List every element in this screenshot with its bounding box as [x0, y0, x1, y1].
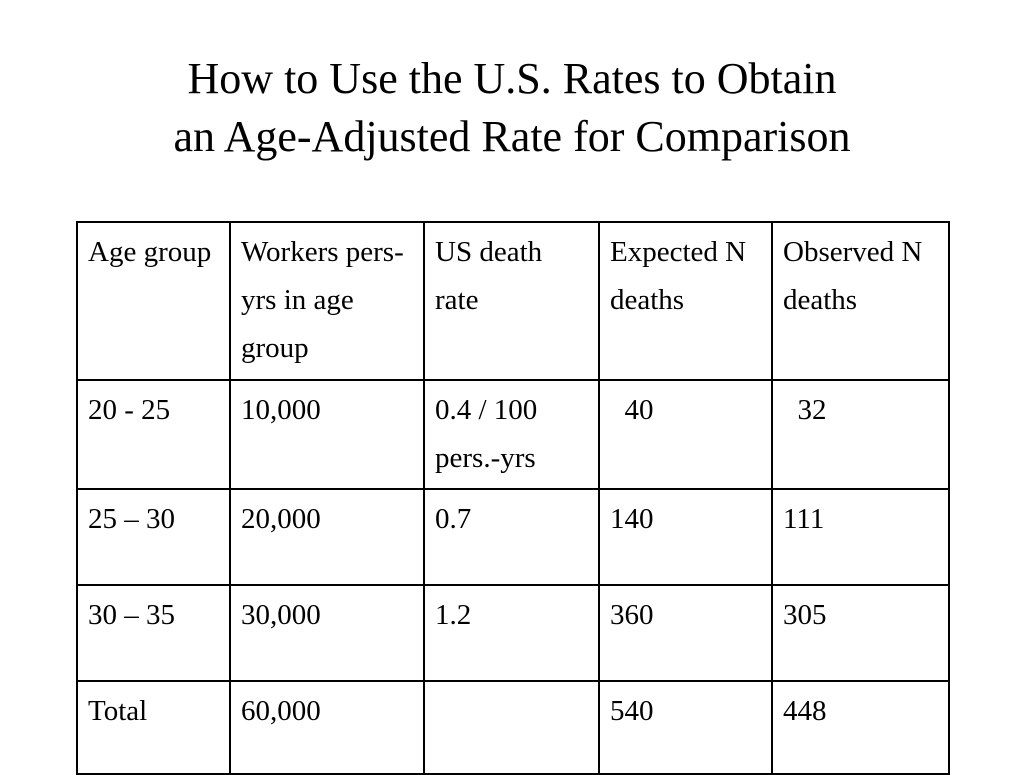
slide-title: How to Use the U.S. Rates to Obtain an A… [0, 50, 1024, 166]
cell-expected-deaths: 360 [598, 584, 773, 682]
cell-us-death-rate: 1.2 [423, 584, 600, 682]
table-row: 25 – 30 20,000 0.7 140 111 [76, 488, 950, 586]
slide-title-line-1: How to Use the U.S. Rates to Obtain [187, 54, 837, 103]
cell-workers-pers-yrs: 30,000 [229, 584, 425, 682]
cell-workers-pers-yrs: 10,000 [229, 379, 425, 490]
cell-us-death-rate: 0.7 [423, 488, 600, 586]
cell-expected-deaths: 140 [598, 488, 773, 586]
header-workers-pers-yrs: Workers pers-yrs in age group [229, 221, 425, 381]
cell-observed-deaths: 448 [771, 680, 950, 775]
header-expected-deaths: Expected N deaths [598, 221, 773, 381]
cell-age-group: 20 - 25 [76, 379, 231, 490]
cell-workers-pers-yrs: 20,000 [229, 488, 425, 586]
table-row: 20 - 25 10,000 0.4 / 100 pers.-yrs 40 32 [76, 379, 950, 490]
header-age-group: Age group [76, 221, 231, 381]
table-total-row: Total 60,000 540 448 [76, 680, 950, 775]
slide-title-line-2: an Age-Adjusted Rate for Comparison [173, 112, 851, 161]
cell-workers-pers-yrs: 60,000 [229, 680, 425, 775]
cell-age-group: 30 – 35 [76, 584, 231, 682]
cell-us-death-rate [423, 680, 600, 775]
cell-age-group: Total [76, 680, 231, 775]
cell-expected-deaths: 40 [598, 379, 773, 490]
table-row: 30 – 35 30,000 1.2 360 305 [76, 584, 950, 682]
table-header-row: Age group Workers pers-yrs in age group … [76, 221, 950, 381]
cell-observed-deaths: 305 [771, 584, 950, 682]
header-us-death-rate: US death rate [423, 221, 600, 381]
header-observed-deaths: Observed N deaths [771, 221, 950, 381]
cell-observed-deaths: 32 [771, 379, 950, 490]
age-adjustment-table: Age group Workers pers-yrs in age group … [76, 221, 950, 775]
cell-expected-deaths: 540 [598, 680, 773, 775]
cell-age-group: 25 – 30 [76, 488, 231, 586]
cell-us-death-rate: 0.4 / 100 pers.-yrs [423, 379, 600, 490]
cell-observed-deaths: 111 [771, 488, 950, 586]
